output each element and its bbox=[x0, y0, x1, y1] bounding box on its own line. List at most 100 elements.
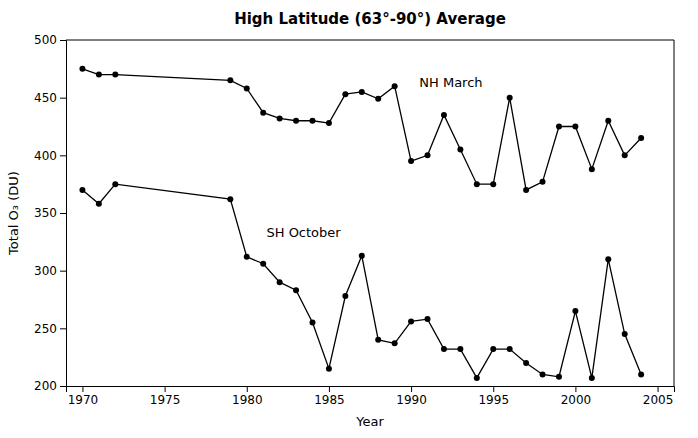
marker bbox=[556, 124, 562, 130]
marker bbox=[490, 181, 496, 187]
tick: 300 bbox=[34, 264, 66, 278]
marker bbox=[260, 261, 266, 267]
marker bbox=[359, 253, 365, 259]
tick: 1970 bbox=[68, 386, 99, 407]
tick-label: 1980 bbox=[232, 393, 263, 407]
marker bbox=[227, 196, 233, 202]
marker bbox=[309, 320, 315, 326]
axis-line bbox=[60, 41, 67, 387]
marker bbox=[96, 72, 102, 78]
tick: 2005 bbox=[643, 386, 674, 407]
frame bbox=[66, 40, 674, 41]
marker bbox=[556, 374, 562, 380]
tick-mark bbox=[575, 386, 576, 392]
tick-mark bbox=[329, 386, 330, 392]
title: High Latitude (63°-90°) Average bbox=[234, 10, 506, 28]
marker bbox=[605, 118, 611, 124]
tick-label: 1985 bbox=[314, 393, 345, 407]
marker bbox=[227, 77, 233, 83]
tick-mark bbox=[60, 98, 66, 99]
marker bbox=[474, 375, 480, 381]
marker bbox=[96, 201, 102, 207]
marker bbox=[572, 308, 578, 314]
marker bbox=[375, 337, 381, 343]
frame bbox=[674, 40, 675, 386]
tick: 500 bbox=[34, 33, 66, 47]
axis-line bbox=[67, 387, 675, 393]
marker bbox=[425, 152, 431, 158]
marker bbox=[277, 279, 283, 285]
tick-label: 2000 bbox=[561, 393, 592, 407]
tick-label: 1975 bbox=[150, 393, 181, 407]
marker bbox=[638, 135, 644, 141]
x-axis-title: Year bbox=[355, 414, 384, 429]
tick-label: 1990 bbox=[396, 393, 427, 407]
tick-mark bbox=[60, 271, 66, 272]
marker bbox=[392, 340, 398, 346]
marker bbox=[408, 158, 414, 164]
tick-mark bbox=[60, 386, 66, 387]
tick: 2000 bbox=[561, 386, 592, 407]
tick-mark bbox=[411, 386, 412, 392]
data bbox=[79, 66, 644, 381]
marker bbox=[277, 115, 283, 121]
marker bbox=[112, 72, 118, 78]
marker bbox=[309, 118, 315, 124]
tick: 200 bbox=[34, 379, 66, 393]
tick: 1975 bbox=[150, 386, 181, 407]
marker bbox=[457, 346, 463, 352]
y-axis-title: Total O₃ (DU) bbox=[6, 171, 21, 256]
tick-label: 1995 bbox=[478, 393, 509, 407]
tick: 1990 bbox=[396, 386, 427, 407]
tick: 1980 bbox=[232, 386, 263, 407]
tick-label: 450 bbox=[34, 91, 57, 105]
marker bbox=[523, 187, 529, 193]
marker bbox=[441, 112, 447, 118]
tick: 1995 bbox=[478, 386, 509, 407]
line bbox=[82, 69, 641, 190]
tick-mark bbox=[493, 386, 494, 392]
tick-label: 1970 bbox=[68, 393, 99, 407]
annotation: SH October bbox=[266, 225, 341, 240]
marker bbox=[441, 346, 447, 352]
marker bbox=[540, 371, 546, 377]
marker bbox=[326, 366, 332, 372]
marker bbox=[342, 91, 348, 97]
tick-mark bbox=[60, 328, 66, 329]
marker bbox=[293, 287, 299, 293]
tick-mark bbox=[60, 40, 66, 41]
tick: 1985 bbox=[314, 386, 345, 407]
marker bbox=[408, 318, 414, 324]
marker bbox=[457, 147, 463, 153]
tick-label: 400 bbox=[34, 149, 57, 163]
marker bbox=[112, 181, 118, 187]
tick-label: 300 bbox=[34, 264, 57, 278]
tick-label: 500 bbox=[34, 33, 57, 47]
chart: 1970 1975 1980 1985 1990 1995 2000 2005 200 250 30… bbox=[0, 0, 698, 438]
marker bbox=[392, 83, 398, 89]
marker bbox=[589, 375, 595, 381]
marker bbox=[572, 124, 578, 130]
marker bbox=[638, 371, 644, 377]
line bbox=[82, 184, 641, 378]
marker bbox=[605, 256, 611, 262]
tick-mark bbox=[60, 155, 66, 156]
x-axis: 1970 1975 1980 1985 1990 1995 2000 2005 bbox=[67, 386, 675, 407]
marker bbox=[507, 95, 513, 101]
y-axis: 200250300350400450500 bbox=[34, 33, 66, 393]
marker bbox=[622, 331, 628, 337]
tick-mark bbox=[247, 386, 248, 392]
tick-mark bbox=[82, 386, 83, 392]
tick: 400 bbox=[34, 149, 66, 163]
tick-mark bbox=[658, 386, 659, 392]
marker bbox=[342, 293, 348, 299]
marker bbox=[260, 110, 266, 116]
marker bbox=[523, 360, 529, 366]
marker bbox=[375, 96, 381, 102]
marker bbox=[622, 152, 628, 158]
marker bbox=[359, 89, 365, 95]
marker bbox=[79, 187, 85, 193]
tick: 250 bbox=[34, 322, 66, 336]
marker bbox=[79, 66, 85, 72]
marker bbox=[540, 179, 546, 185]
